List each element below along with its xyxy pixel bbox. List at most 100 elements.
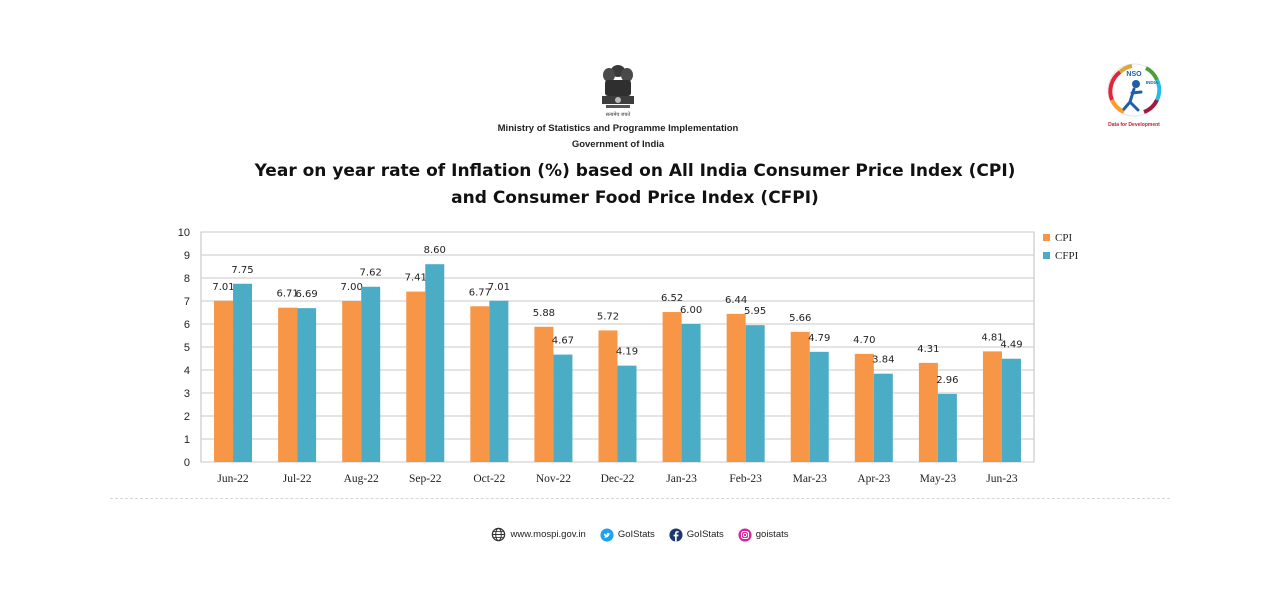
y-tick-label: 1 (184, 434, 190, 446)
bar-cfpi (745, 325, 765, 462)
bar-cpi (726, 313, 746, 462)
data-label-cfpi: 4.79 (808, 333, 830, 344)
chart-title-line-2: and Consumer Food Price Index (CFPI) (451, 188, 819, 208)
bar-cpi (342, 301, 362, 462)
bar-cfpi (489, 300, 509, 462)
facebook-handle: GoIStats (686, 529, 724, 540)
data-label-cfpi: 2.96 (936, 375, 958, 386)
x-tick-label: Jul-22 (283, 473, 312, 485)
bar-cfpi (937, 393, 957, 462)
data-label-cfpi: 5.95 (744, 306, 766, 317)
bar-cfpi (233, 283, 253, 462)
ministry-name: Ministry of Statistics and Programme Imp… (497, 123, 739, 134)
bar-cfpi (425, 264, 445, 462)
y-tick-label: 0 (184, 457, 190, 469)
government-name: Government of India (571, 139, 665, 150)
y-tick-label: 4 (184, 365, 190, 377)
data-label-cpi: 6.77 (469, 287, 491, 298)
data-label-cpi: 7.01 (212, 282, 234, 293)
data-label-cpi: 5.66 (789, 313, 811, 324)
bar-cfpi (1001, 358, 1021, 462)
x-tick-label: Nov-22 (536, 473, 571, 485)
bar-cfpi (873, 373, 893, 462)
twitter-link[interactable]: GoIStats (600, 527, 655, 542)
data-label-cfpi: 3.84 (872, 355, 894, 366)
chart-title-line-1: Year on year rate of Inflation (%) based… (254, 161, 1016, 181)
x-tick-label: Apr-23 (857, 473, 890, 485)
bar-cfpi (553, 354, 573, 462)
y-tick-label: 8 (184, 273, 190, 285)
y-tick-label: 5 (184, 342, 190, 354)
data-label-cfpi: 6.69 (295, 289, 317, 300)
chart-title: Year on year rate of Inflation (%) based… (200, 158, 1070, 212)
facebook-icon (669, 527, 683, 542)
y-tick-label: 7 (184, 296, 190, 308)
bar-cpi (406, 291, 426, 462)
twitter-icon (600, 527, 614, 542)
bar-cfpi (809, 351, 829, 462)
x-tick-label: Aug-22 (344, 473, 379, 485)
bar-cpi (854, 353, 874, 462)
bar-cpi (982, 351, 1002, 462)
instagram-icon (738, 527, 752, 542)
bar-cfpi (297, 308, 317, 462)
instagram-handle: goistats (755, 529, 789, 540)
nso-india-logo: NSO INDIA Data for Development (1094, 62, 1174, 132)
data-label-cpi: 4.31 (917, 344, 939, 355)
x-tick-label: Sep-22 (409, 473, 442, 485)
data-label-cfpi: 4.19 (616, 347, 638, 358)
logo-text: NSO (1126, 71, 1142, 78)
data-label-cpi: 6.52 (661, 293, 683, 304)
bar-cfpi (617, 365, 637, 462)
data-label-cpi: 4.70 (853, 335, 875, 346)
bar-cpi (534, 326, 554, 462)
legend-swatch-cfpi (1043, 252, 1050, 259)
data-label-cfpi: 7.01 (488, 282, 510, 293)
emblem-caption: सत्यमेव जयते (606, 111, 631, 118)
website-text: www.mospi.gov.in (510, 529, 586, 540)
instagram-link[interactable]: goistats (738, 527, 789, 542)
y-tick-label: 9 (184, 250, 190, 262)
bar-cpi (790, 331, 810, 462)
data-label-cpi: 6.71 (276, 289, 298, 300)
x-tick-label: Jun-22 (217, 473, 249, 485)
data-label-cfpi: 4.49 (1000, 340, 1022, 351)
footer-divider (110, 498, 1170, 499)
legend-swatch-cpi (1043, 234, 1050, 241)
x-tick-label: Mar-23 (793, 473, 828, 485)
ministry-heading: Ministry of Statistics and Programme Imp… (420, 121, 816, 153)
twitter-handle: GoIStats (617, 529, 655, 540)
data-label-cfpi: 7.75 (231, 265, 253, 276)
state-emblem-icon: सत्यमेव जयते (598, 62, 638, 120)
data-label-cpi: 5.72 (597, 311, 619, 322)
website-link[interactable]: www.mospi.gov.in (491, 527, 586, 542)
data-label-cfpi: 4.67 (552, 336, 574, 347)
x-tick-label: Jun-23 (986, 473, 1018, 485)
data-label-cpi: 7.00 (341, 282, 363, 293)
x-tick-label: Jan-23 (666, 473, 697, 485)
footer: www.mospi.gov.in GoIStats GoIStats goist… (0, 527, 1280, 542)
data-label-cfpi: 7.62 (360, 268, 382, 279)
facebook-link[interactable]: GoIStats (669, 527, 724, 542)
data-label-cpi: 7.41 (405, 273, 427, 284)
y-tick-label: 3 (184, 388, 190, 400)
x-tick-label: Oct-22 (473, 473, 505, 485)
bar-cpi (662, 312, 682, 462)
x-tick-label: Feb-23 (729, 473, 762, 485)
y-tick-label: 10 (178, 227, 190, 239)
logo-country: INDIA (1146, 80, 1159, 85)
legend-label-cfpi: CFPI (1055, 250, 1079, 262)
y-tick-label: 6 (184, 319, 190, 331)
legend-label-cpi: CPI (1055, 232, 1072, 244)
logo-tagline: Data for Development (1108, 122, 1160, 128)
data-label-cpi: 4.81 (981, 332, 1003, 343)
data-label-cpi: 5.88 (533, 308, 555, 319)
bar-cpi (278, 307, 298, 462)
y-tick-label: 2 (184, 411, 190, 423)
bar-cpi (918, 362, 938, 462)
bar-cfpi (361, 286, 381, 462)
bar-cpi (214, 300, 234, 462)
x-tick-label: Dec-22 (601, 473, 635, 485)
data-label-cpi: 6.44 (725, 295, 747, 306)
